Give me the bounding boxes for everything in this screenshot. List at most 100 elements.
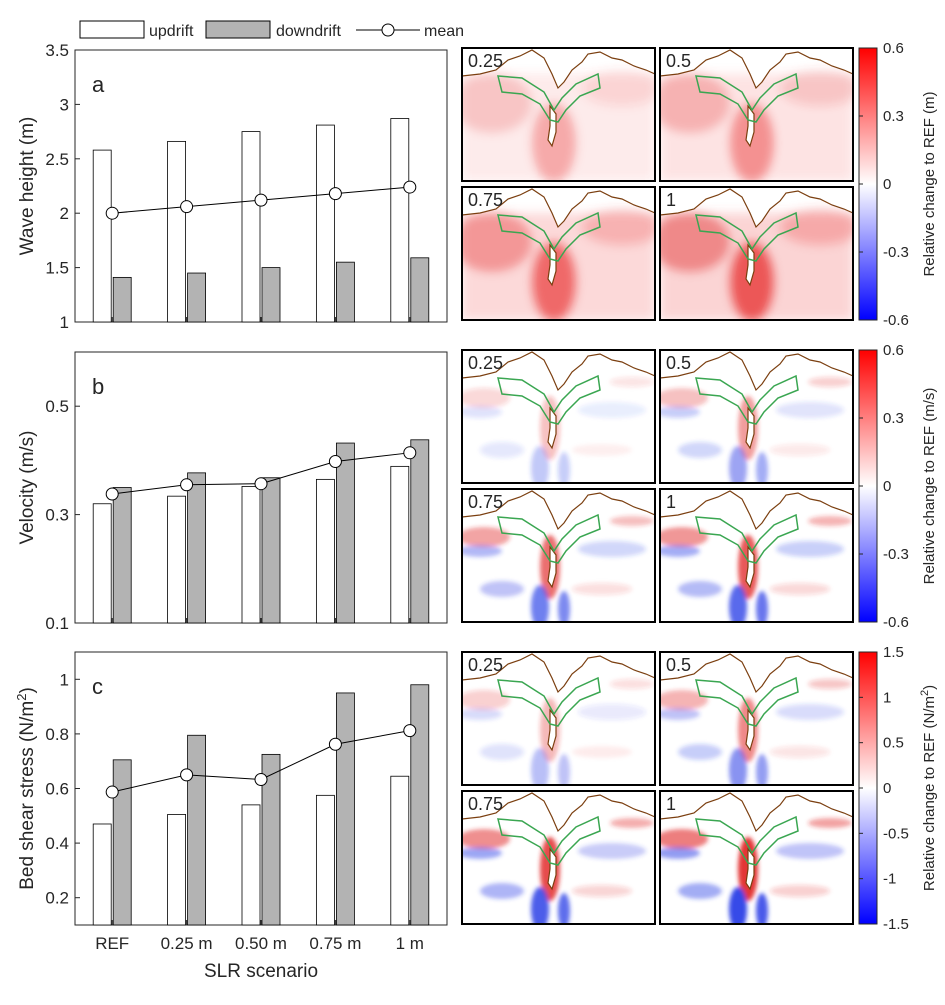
mean-point <box>254 772 268 786</box>
colorbar-tick-label: 0.3 <box>883 108 904 125</box>
flow-blue <box>531 446 549 483</box>
wave-patch <box>660 73 730 133</box>
flow-red <box>808 377 852 387</box>
map-frame <box>659 349 854 484</box>
panel-label: c <box>92 674 103 699</box>
map-field <box>660 350 853 483</box>
mean-point <box>254 193 268 207</box>
colorbars: 0.6 0.3 0 -0.3 -0.6 Relative change to REF (m… <box>858 40 938 933</box>
updrift-bar <box>241 804 261 926</box>
y-tick-label: 0.6 <box>45 780 69 799</box>
downdrift-bar <box>112 759 132 926</box>
coastline <box>462 792 655 833</box>
spit <box>745 243 755 287</box>
coastline <box>462 490 655 531</box>
y-tick-label: 2.5 <box>45 150 69 169</box>
coastline <box>462 653 655 694</box>
updrift-bar <box>315 478 335 624</box>
mean-point <box>105 206 119 220</box>
colorbar-tick-label: -0.6 <box>883 614 909 631</box>
wave-patch <box>780 70 853 106</box>
study-zone <box>497 676 601 727</box>
flow-blue <box>776 843 844 859</box>
map-scenario-label: 0.75 <box>468 190 503 210</box>
study-zone <box>695 211 799 262</box>
colorbar-1: 0.6 0.3 0 -0.3 -0.6 Relative change to REF (m… <box>858 40 938 329</box>
downdrift-bar <box>261 477 281 624</box>
map-tile-c-1: 1 <box>659 790 854 925</box>
coastline <box>660 653 853 694</box>
study-zone <box>497 211 601 262</box>
y-tick-label: 1 <box>60 313 69 332</box>
map-tile-b-0.25: 0.25 <box>461 349 656 484</box>
flow-field <box>660 377 852 483</box>
flow-blue <box>578 843 646 859</box>
legend-downdrift-swatch <box>205 20 271 39</box>
chart-panel-c: 0.2 0.4 0.6 0.8 1 c Bed shear stress (N/m2) REF… <box>14 651 448 982</box>
map-scenario-label: 0.25 <box>468 655 503 675</box>
flow-field <box>462 516 654 622</box>
colorbar-tick-label: 0.3 <box>883 410 904 427</box>
flow-red <box>462 829 510 849</box>
y-tick-label: 2 <box>60 204 69 223</box>
spit <box>745 708 755 752</box>
panel-label: b <box>92 374 104 399</box>
flow-blue <box>660 708 700 720</box>
study-zone <box>695 676 799 727</box>
y-axis-label-sup: 2 <box>14 694 29 701</box>
updrift-bar <box>315 794 335 926</box>
flow-blue <box>729 446 747 483</box>
updrift-bar <box>241 131 261 323</box>
map-field <box>660 48 853 181</box>
y-axis-label: Velocity (m/s) <box>17 430 38 544</box>
colorbar-tick-label: 0 <box>883 780 891 797</box>
study-zone <box>497 513 601 564</box>
spit <box>547 708 557 752</box>
downdrift-bar <box>335 261 355 323</box>
spit <box>547 847 557 891</box>
flow-red <box>660 527 708 547</box>
flow-blue <box>776 541 844 557</box>
plot-area <box>74 651 448 926</box>
flow-blue <box>480 581 524 597</box>
wave-patch <box>582 209 655 245</box>
y-tick-label: 1.5 <box>45 259 69 278</box>
flow-blue <box>729 585 747 622</box>
land <box>660 350 853 390</box>
coastline <box>660 351 853 392</box>
map-frame <box>461 651 656 786</box>
flow-red <box>572 885 632 897</box>
wave-patch <box>730 242 774 320</box>
flow-blue <box>776 704 844 720</box>
flow-field <box>462 377 654 483</box>
land <box>462 489 655 529</box>
downdrift-bar <box>187 472 207 624</box>
map-tile-b-1: 1 <box>659 488 854 623</box>
map-tile-a-0.25: 0.25 <box>461 47 656 182</box>
x-tick-label: 0.50 m <box>235 934 287 953</box>
flow-blue <box>480 744 524 760</box>
y-axis-label: Wave height (m) <box>17 117 38 256</box>
wave-field <box>660 70 853 181</box>
updrift-bar <box>92 149 112 323</box>
flow-red <box>808 818 852 828</box>
colorbar-tick-label: 0 <box>883 478 891 495</box>
panel-label: a <box>92 72 105 97</box>
flow-red <box>610 377 654 387</box>
y-tick-label: 0.3 <box>45 506 69 525</box>
coastline <box>462 49 655 90</box>
flow-blue <box>578 402 646 418</box>
map-field <box>660 187 853 320</box>
x-tick-label: 0.25 m <box>161 934 213 953</box>
map-field <box>660 489 853 622</box>
wave-patch <box>462 73 532 133</box>
flow-blue <box>558 452 570 483</box>
spit <box>547 104 557 148</box>
y-axis-label-text: Bed shear stress (N/m <box>17 701 38 890</box>
map-grid: 0.25 0.5 0.75 1 0.25 0.5 0.75 1 0.25 0.5 0.75 1 <box>461 47 854 925</box>
study-zone <box>695 815 799 866</box>
mean-point <box>180 768 194 782</box>
y-axis-label: Bed shear stress (N/m2) <box>14 687 38 890</box>
legend-mean-label: mean <box>424 23 464 40</box>
flow-blue <box>776 402 844 418</box>
